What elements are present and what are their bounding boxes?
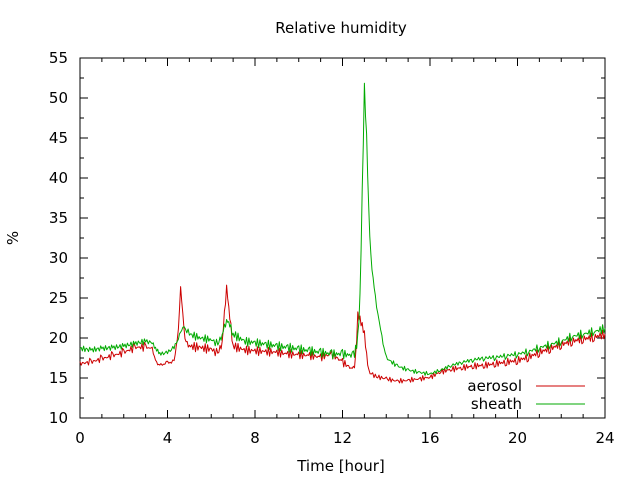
x-tick-label: 0: [75, 429, 85, 447]
series-line-aerosol: [79, 284, 606, 384]
y-tick-label: 10: [49, 409, 68, 427]
x-tick-label: 4: [163, 429, 173, 447]
x-tick-label: 16: [420, 429, 439, 447]
x-tick-label: 20: [508, 429, 527, 447]
y-tick-label: 40: [49, 169, 68, 187]
chart-title: Relative humidity: [275, 19, 407, 37]
y-tick-label: 50: [49, 89, 68, 107]
legend-label-aerosol: aerosol: [467, 377, 522, 395]
y-axis-label: %: [4, 231, 22, 245]
y-tick-label: 45: [49, 129, 68, 147]
series-layer: [79, 82, 606, 384]
legend-label-sheath: sheath: [471, 395, 522, 413]
x-axis-label: Time [hour]: [296, 457, 385, 475]
ticks-layer: 10 15 20 25 30 35 40 45 50 55 0 4 8 12 16 20 24: [49, 49, 615, 447]
y-tick-label: 30: [49, 249, 68, 267]
y-tick-label: 35: [49, 209, 68, 227]
x-tick-label: 12: [333, 429, 352, 447]
x-tick-label: 24: [595, 429, 614, 447]
y-tick-label: 25: [49, 289, 68, 307]
y-tick-label: 20: [49, 329, 68, 347]
x-tick-label: 8: [250, 429, 260, 447]
series-line-sheath: [79, 82, 606, 376]
y-tick-label: 15: [49, 369, 68, 387]
y-tick-label: 55: [49, 49, 68, 67]
